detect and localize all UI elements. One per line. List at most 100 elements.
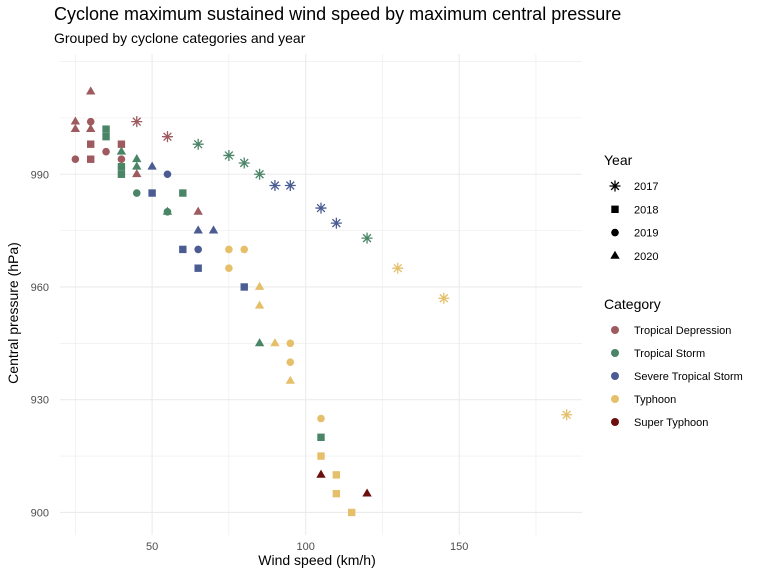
x-tick-label: 50 [146, 541, 158, 553]
data-point [254, 300, 265, 309]
legend-category-label: Tropical Storm [634, 348, 705, 360]
data-point [179, 189, 187, 197]
data-point [316, 469, 326, 478]
data-point [225, 264, 233, 272]
legend-category-label: Severe Tropical Storm [634, 371, 743, 383]
data-point [87, 155, 95, 163]
data-point [254, 168, 266, 180]
data-point [192, 138, 204, 150]
data-point [270, 338, 280, 347]
data-point [71, 155, 80, 164]
data-point [561, 409, 573, 421]
data-point [147, 161, 157, 170]
data-point [148, 189, 156, 197]
data-point [194, 245, 202, 254]
data-point [102, 125, 110, 133]
legend-year-key [611, 228, 619, 237]
legend-category-label: Super Typhoon [634, 417, 708, 429]
data-point [70, 116, 81, 125]
legend-year-key [609, 180, 621, 192]
data-point [86, 123, 96, 133]
legend-category-label: Typhoon [634, 394, 676, 406]
data-points [70, 86, 573, 517]
chart-subtitle: Grouped by cyclone categories and year [54, 30, 306, 46]
data-point [132, 189, 141, 197]
x-tick-label: 100 [296, 541, 314, 553]
data-point [240, 283, 248, 291]
data-point [117, 140, 126, 148]
data-point [117, 170, 126, 178]
legend-year-label: 2018 [634, 204, 658, 216]
data-point [361, 232, 373, 244]
data-point [285, 375, 295, 384]
data-point [86, 86, 96, 95]
y-tick-label: 900 [31, 507, 49, 519]
data-point [284, 180, 296, 192]
data-point [438, 292, 450, 304]
data-point [315, 202, 327, 214]
x-axis-title: Wind speed (km/h) [258, 552, 375, 568]
data-point [116, 146, 127, 155]
data-point [162, 206, 173, 215]
data-point [392, 262, 404, 274]
legend-year-label: 2019 [634, 228, 658, 240]
data-point [208, 225, 219, 234]
data-point [102, 147, 110, 156]
legend-category-key [611, 326, 619, 334]
data-point [332, 471, 341, 479]
data-point [132, 161, 142, 170]
axis-ticks: 50 100 150 900 930 960 990 [31, 169, 469, 553]
data-point [332, 489, 341, 498]
data-point [161, 131, 173, 143]
data-point [132, 169, 142, 178]
data-point [348, 508, 356, 517]
legend-year-label: 2020 [634, 251, 658, 263]
data-point [86, 117, 95, 126]
data-point [317, 414, 325, 423]
data-point [194, 264, 202, 272]
legend-year-title: Year [604, 152, 633, 168]
data-point [330, 217, 342, 229]
legend-category-key [611, 395, 619, 403]
legend-category-key [611, 372, 619, 380]
legend-category-label: Tropical Depression [634, 325, 731, 337]
data-point [131, 116, 143, 128]
data-point [117, 155, 126, 164]
data-point [362, 488, 372, 497]
data-point [254, 338, 265, 347]
data-point [317, 433, 325, 441]
legend-category-title: Category [604, 296, 661, 312]
chart-title: Cyclone maximum sustained wind speed by … [54, 4, 621, 24]
data-point [238, 157, 250, 169]
data-point [102, 132, 110, 141]
data-point [286, 358, 295, 366]
data-point [70, 123, 81, 133]
legend-year-key [611, 205, 619, 213]
data-point [286, 339, 295, 348]
legend-year-key [610, 250, 620, 259]
data-point [223, 149, 235, 161]
data-point [240, 245, 249, 254]
plot-grid [60, 54, 582, 535]
legend-category-key [611, 349, 619, 357]
data-point [225, 245, 233, 254]
legend-category-key [611, 418, 619, 426]
data-point [269, 180, 281, 192]
data-point [179, 245, 187, 254]
data-point [254, 281, 265, 290]
data-point [193, 206, 203, 215]
legend-category: Category Tropical Depression Tropical Sto… [604, 296, 743, 429]
y-tick-label: 930 [31, 395, 49, 407]
legend-year: Year 2017 2018 2019 2020 [604, 152, 658, 263]
data-point [87, 140, 95, 148]
legend-year-label: 2017 [634, 181, 658, 193]
y-tick-label: 990 [31, 169, 49, 181]
y-axis-title: Central pressure (hPa) [5, 242, 21, 384]
data-point [317, 452, 325, 460]
data-point [193, 225, 203, 234]
data-point [163, 170, 172, 179]
data-point [132, 154, 142, 163]
data-point [117, 163, 126, 171]
y-tick-label: 960 [31, 282, 49, 294]
